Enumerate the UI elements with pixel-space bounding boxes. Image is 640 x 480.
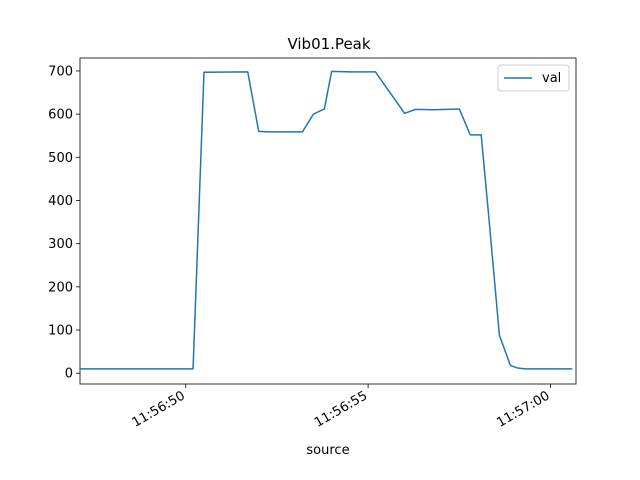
x-axis: 11:56:50 11:56:55 11:57:00 (130, 384, 552, 431)
y-tick-label: 200 (48, 280, 73, 295)
y-tick-label: 300 (48, 237, 73, 252)
y-axis: 0 100 200 300 400 500 600 700 (48, 64, 80, 382)
x-tick-label: 11:56:55 (312, 388, 370, 430)
x-tick-label: 11:56:50 (130, 388, 188, 430)
y-tick-label: 400 (48, 194, 73, 209)
legend-box (497, 64, 570, 92)
y-tick-label: 700 (48, 64, 73, 79)
legend-label-val: val (542, 71, 561, 86)
x-axis-label: source (306, 443, 349, 458)
y-tick-label: 500 (48, 151, 73, 166)
y-tick-label: 600 (48, 108, 73, 123)
y-tick-label: 0 (65, 367, 73, 382)
chart-title: Vib01.Peak (287, 35, 370, 53)
series-line-val (80, 70, 573, 370)
y-tick-label: 100 (48, 324, 73, 339)
plot-frame (79, 57, 577, 385)
x-tick-label: 11:57:00 (494, 388, 552, 430)
legend: val (497, 64, 570, 92)
